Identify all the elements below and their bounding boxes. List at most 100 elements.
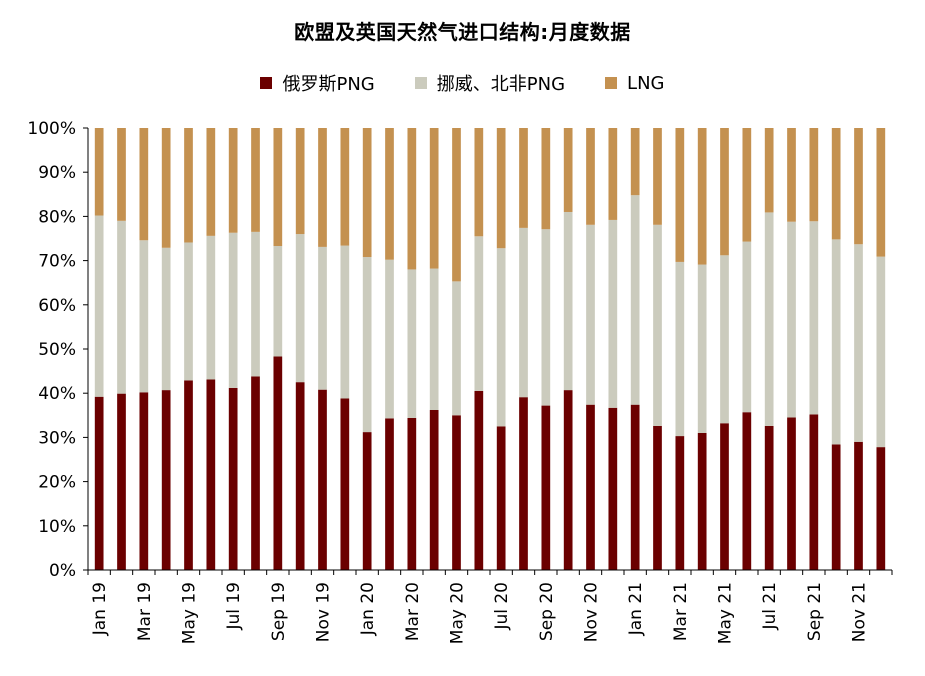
- bar-segment-s2-31: [787, 128, 796, 222]
- bar-segment-s1-30: [764, 212, 774, 426]
- bar-segment-s2-26: [675, 128, 685, 262]
- bar-segment-s0-15: [429, 410, 439, 570]
- bar-segment-s2-18: [496, 128, 506, 249]
- bar-segment-s2-35: [876, 128, 886, 257]
- bar-segment-s1-10: [318, 246, 327, 390]
- bar-segment-s1-35: [876, 256, 886, 448]
- bar-segment-s1-18: [496, 248, 506, 427]
- x-tick-label-16: May 20: [448, 582, 468, 644]
- bar-segment-s2-0: [94, 128, 104, 216]
- y-tick-label-9: 90%: [38, 163, 76, 183]
- legend-swatch-norway-north-africa: [414, 77, 427, 89]
- bar-segment-s1-16: [452, 281, 461, 416]
- bar-segment-s2-8: [273, 128, 283, 247]
- legend-item-russia: 俄罗斯PNG: [260, 70, 375, 96]
- bar-segment-s1-22: [586, 224, 595, 405]
- bar-segment-s2-11: [340, 128, 350, 246]
- bar-segment-s2-15: [429, 128, 439, 269]
- bar-segment-s1-8: [273, 246, 283, 357]
- bar-segment-s0-26: [675, 436, 685, 570]
- bar-segment-s2-20: [541, 128, 551, 230]
- legend-item-norway-north-africa: 挪威、北非PNG: [414, 70, 566, 96]
- bar-segment-s1-19: [519, 227, 528, 398]
- bar-segment-s2-23: [608, 128, 618, 220]
- bar-segment-s1-12: [362, 257, 372, 433]
- bar-segment-s0-29: [742, 412, 752, 570]
- bar-segment-s2-10: [318, 128, 327, 247]
- bar-segment-s0-5: [206, 379, 216, 570]
- bars-group: [94, 128, 886, 570]
- bar-segment-s0-17: [474, 390, 484, 570]
- bar-segment-s0-31: [787, 417, 796, 570]
- bar-segment-s1-5: [206, 235, 216, 380]
- bar-segment-s1-25: [653, 224, 662, 426]
- bar-segment-s1-28: [720, 255, 729, 424]
- bar-segment-s2-22: [586, 128, 595, 225]
- bar-segment-s2-30: [764, 128, 774, 213]
- bar-segment-s0-30: [764, 425, 774, 570]
- y-tick-label-3: 30%: [38, 428, 76, 448]
- bar-segment-s1-4: [184, 242, 193, 381]
- bar-segment-s0-25: [653, 425, 662, 570]
- x-tick-label-12: Jan 20: [358, 582, 378, 636]
- bar-segment-s0-13: [385, 418, 394, 570]
- bar-segment-s2-29: [742, 128, 752, 242]
- bar-segment-s0-24: [630, 404, 640, 570]
- x-tick-label-34: Nov 21: [850, 582, 870, 642]
- legend: 俄罗斯PNG 挪威、北非PNG LNG: [0, 70, 925, 96]
- x-tick-label-22: Nov 20: [582, 582, 602, 642]
- bar-segment-s2-33: [831, 128, 841, 240]
- bar-segment-s1-29: [742, 241, 752, 413]
- bar-segment-s0-16: [452, 415, 461, 570]
- legend-swatch-lng: [605, 77, 618, 89]
- y-tick-label-7: 70%: [38, 252, 76, 272]
- legend-label-russia: 俄罗斯PNG: [282, 74, 375, 95]
- x-tick-label-6: Jul 19: [224, 582, 244, 631]
- bar-segment-s1-34: [854, 244, 863, 442]
- bar-segment-s0-7: [251, 376, 260, 570]
- bar-segment-s2-3: [161, 128, 171, 248]
- bar-segment-s0-19: [519, 397, 528, 570]
- bar-segment-s0-32: [809, 414, 819, 570]
- bar-segment-s1-1: [117, 220, 126, 394]
- bar-segment-s1-24: [630, 195, 640, 405]
- bar-segment-s0-1: [117, 393, 126, 570]
- axes-group: 0% 10% 20% 30% 40% 50% 60% 70% 80% 90% 100% Jan 19 M…: [27, 119, 893, 644]
- bar-segment-s0-10: [318, 389, 327, 570]
- bar-segment-s0-12: [362, 432, 372, 570]
- bar-segment-s0-18: [496, 426, 506, 570]
- y-tick-label-1: 10%: [38, 517, 76, 537]
- bar-segment-s0-0: [94, 396, 104, 570]
- bar-segment-s2-1: [117, 128, 126, 221]
- bar-segment-s2-34: [854, 128, 863, 245]
- x-tick-label-24: Jan 21: [626, 582, 646, 636]
- bar-segment-s2-32: [809, 128, 819, 222]
- y-tick-label-5: 50%: [38, 340, 76, 360]
- bar-segment-s2-14: [407, 128, 417, 270]
- bar-segment-s1-9: [295, 234, 305, 383]
- bar-segment-s0-27: [697, 432, 707, 570]
- legend-label-lng: LNG: [627, 72, 665, 94]
- x-tick-label-4: May 19: [180, 582, 200, 644]
- chart-title: 欧盟及英国天然气进口结构:月度数据: [294, 20, 631, 44]
- bar-segment-s2-2: [139, 128, 149, 241]
- bar-segment-s1-23: [608, 219, 618, 408]
- bar-segment-s2-7: [251, 128, 260, 232]
- bar-segment-s1-11: [340, 245, 350, 399]
- x-tick-label-10: Nov 19: [314, 582, 334, 642]
- x-tick-label-20: Sep 20: [537, 582, 557, 641]
- x-tick-label-26: Mar 21: [671, 582, 691, 641]
- bar-segment-s0-2: [139, 392, 149, 570]
- bar-segment-s0-4: [184, 380, 193, 570]
- y-tick-label-10: 100%: [27, 119, 76, 139]
- legend-label-norway-north-africa: 挪威、北非PNG: [436, 74, 566, 95]
- bar-segment-s0-33: [831, 444, 841, 570]
- bar-segment-s1-0: [94, 215, 104, 397]
- y-tick-label-8: 80%: [38, 207, 76, 227]
- bar-segment-s0-9: [295, 382, 305, 570]
- bar-segment-s2-17: [474, 128, 484, 237]
- bar-segment-s2-4: [184, 128, 193, 243]
- bar-segment-s1-3: [161, 247, 171, 391]
- legend-swatch-russia: [260, 77, 273, 89]
